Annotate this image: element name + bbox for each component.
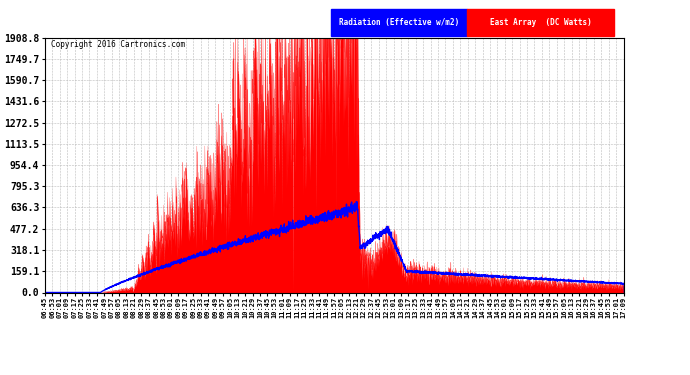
Text: East Array Power & Effective Solar Radiation  Fri Feb 19  17:13: East Array Power & Effective Solar Radia…	[83, 16, 586, 29]
Text: Copyright 2016 Cartronics.com: Copyright 2016 Cartronics.com	[50, 40, 185, 49]
Text: East Array  (DC Watts): East Array (DC Watts)	[490, 18, 591, 27]
Bar	[467, 9, 614, 36]
Text: Radiation (Effective w/m2): Radiation (Effective w/m2)	[339, 18, 460, 27]
Bar	[331, 9, 467, 36]
